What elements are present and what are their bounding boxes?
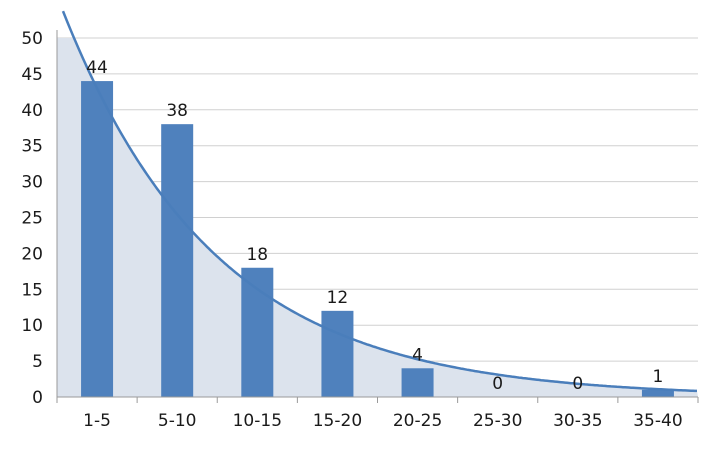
x-tick-label: 30-35 (553, 411, 602, 431)
axes (56, 30, 699, 403)
y-tick-labels: 0 5 10 15 20 25 30 35 40 45 50 (21, 29, 43, 408)
y-tick-label: 25 (21, 209, 43, 229)
bar (241, 267, 274, 397)
x-tick-label: 35-40 (633, 411, 682, 431)
trendline (61, 10, 697, 393)
x-tick-label: 20-25 (393, 411, 442, 431)
bar (81, 81, 114, 397)
trend-fill-area (57, 38, 698, 397)
y-tick-label: 45 (21, 65, 43, 85)
y-tick-label: 20 (21, 244, 43, 264)
x-tick-label: 15-20 (313, 411, 362, 431)
data-label: 1 (653, 367, 664, 387)
data-label: 38 (166, 101, 188, 121)
data-labels: 44 38 18 12 4 0 0 1 (86, 58, 663, 394)
y-tick-label: 40 (21, 101, 43, 121)
data-label: 18 (246, 245, 268, 265)
trend-line (61, 10, 697, 393)
x-tick-label: 5-10 (158, 411, 197, 431)
y-tick-label: 0 (32, 388, 43, 408)
trend-area (57, 38, 698, 397)
y-tick-label: 15 (21, 280, 43, 300)
x-tick-label: 10-15 (233, 411, 282, 431)
y-tick-label: 5 (32, 352, 43, 372)
data-label: 0 (492, 374, 503, 394)
bar (401, 368, 434, 397)
x-tick-label: 25-30 (473, 411, 522, 431)
data-label: 0 (572, 374, 583, 394)
data-label: 44 (86, 58, 108, 78)
y-tick-label: 30 (21, 173, 43, 193)
y-tick-label: 35 (21, 137, 43, 157)
y-tick-label: 50 (21, 29, 43, 49)
x-tick-labels: 1-5 5-10 10-15 15-20 20-25 25-30 30-35 35-40 (83, 411, 682, 431)
data-label: 12 (327, 288, 349, 308)
x-tick-label: 1-5 (83, 411, 111, 431)
data-label: 4 (412, 345, 423, 365)
bar (161, 124, 194, 397)
bar (321, 310, 354, 397)
bar (641, 389, 674, 397)
y-tick-label: 10 (21, 316, 43, 336)
